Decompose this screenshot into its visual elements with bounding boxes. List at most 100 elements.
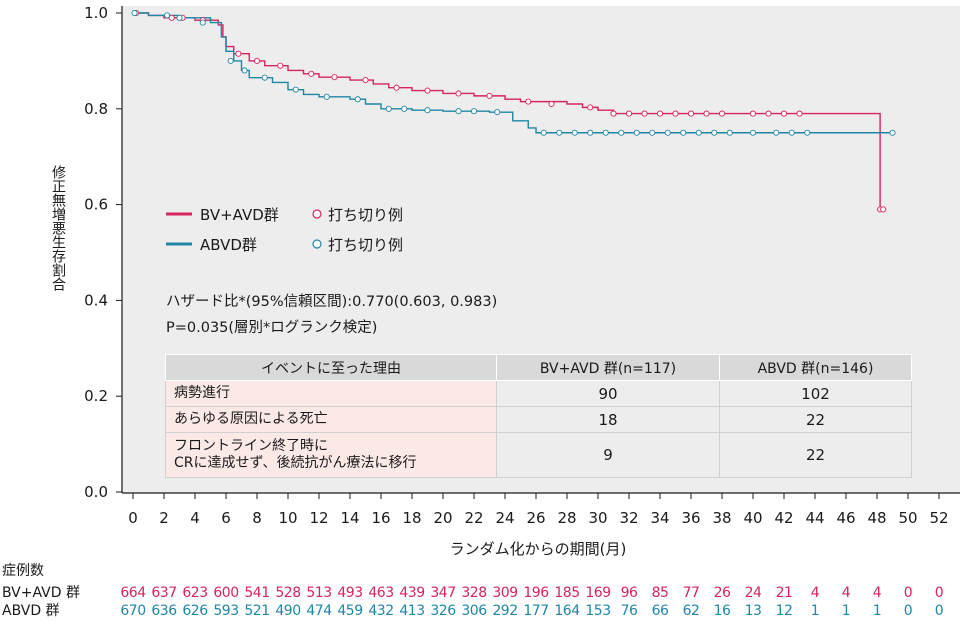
- censor-mark: [261, 74, 268, 81]
- x-tick-label: 44: [805, 509, 824, 527]
- censor-mark: [241, 67, 248, 74]
- series-line-1: [133, 12, 893, 134]
- censor-mark: [672, 110, 679, 117]
- censor-mark: [308, 70, 315, 77]
- censor-mark: [633, 129, 640, 136]
- x-tick-label: 52: [929, 509, 948, 527]
- x-tick-label: 48: [867, 509, 886, 527]
- censor-mark: [455, 90, 462, 97]
- censor-mark: [199, 19, 206, 26]
- x-tick-label: 50: [898, 509, 917, 527]
- x-tick-label: 30: [588, 509, 607, 527]
- header-abvd: ABVD 群(n=146): [719, 354, 912, 381]
- censor-mark: [749, 110, 757, 117]
- censor-mark: [804, 129, 811, 136]
- x-tick-label: 14: [340, 509, 359, 527]
- censor-mark: [540, 129, 547, 136]
- abvd-count: 102: [719, 380, 912, 407]
- censor-mark: [235, 50, 242, 57]
- censor-mark: [424, 87, 431, 94]
- legend-censor-icon: [312, 239, 322, 249]
- censor-mark: [780, 110, 788, 117]
- censor-mark: [548, 100, 555, 108]
- legend-censor-label: 打ち切り例: [328, 236, 403, 254]
- table-row: 病勢進行 90 102: [165, 380, 912, 407]
- x-tick-label: 34: [650, 509, 669, 527]
- axes: 0.00.20.40.60.81.00 2 4 6 8 10 12 14 16 18 20 22 24 2…: [84, 4, 960, 527]
- censor-mark: [889, 129, 896, 136]
- censor-mark: [656, 110, 664, 117]
- x-tick-label: 0: [128, 509, 138, 527]
- bv-count: 9: [496, 432, 720, 478]
- censor-mark: [253, 57, 261, 64]
- censor-mark: [726, 129, 733, 136]
- censor-mark: [602, 129, 609, 136]
- censor-mark: [571, 129, 578, 136]
- censor-mark: [424, 107, 431, 114]
- censor-mark: [331, 74, 338, 81]
- censor-mark: [486, 92, 493, 99]
- censor-mark: [525, 98, 532, 105]
- censor-mark: [362, 77, 369, 84]
- censor-mark: [131, 9, 138, 17]
- censor-marks: [131, 9, 896, 213]
- censor-mark: [765, 110, 772, 117]
- number-at-risk-label: ABVD 群: [2, 603, 60, 619]
- x-tick-label: 22: [464, 509, 483, 527]
- header-reason: イベントに至った理由: [165, 354, 497, 381]
- censor-mark: [773, 129, 780, 136]
- x-tick-label: 42: [774, 509, 793, 527]
- x-tick-label: 46: [836, 509, 855, 527]
- censor-mark: [164, 12, 171, 19]
- reason-text: あらゆる原因による死亡: [174, 411, 328, 427]
- x-tick-label: 28: [557, 509, 576, 527]
- bv-count: 18: [496, 406, 720, 433]
- censor-mark: [618, 129, 625, 136]
- censor-mark: [401, 105, 408, 112]
- x-tick-label: 10: [278, 509, 297, 527]
- x-axis-label: ランダム化からの期間(月): [450, 540, 627, 558]
- p-value-text: P=0.035(層別*ログランク検定): [166, 320, 378, 336]
- legend-series-label: ABVD群: [200, 236, 257, 254]
- x-tick-label: 38: [712, 509, 731, 527]
- reason-cell: あらゆる原因による死亡: [165, 406, 497, 433]
- x-tick-label: 16: [371, 509, 390, 527]
- censor-mark: [649, 129, 656, 136]
- x-tick-label: 8: [252, 509, 262, 527]
- hazard-ratio-text: ハザード比*(95%信頼区間):0.770(0.603, 0.983): [166, 294, 498, 310]
- legend-censor-icon: [312, 209, 322, 219]
- y-tick-label: 0.4: [84, 291, 108, 309]
- censor-mark: [227, 57, 234, 64]
- censor-mark: [711, 129, 718, 136]
- x-tick-label: 4: [190, 509, 200, 527]
- reason-cell: フロントライン終了時に CRに達成せず、後続抗がん療法に移行: [165, 432, 497, 478]
- censor-mark: [749, 129, 757, 136]
- legend-series-label: BV+AVD群: [200, 206, 279, 224]
- x-tick-label: 26: [526, 509, 545, 527]
- censor-mark: [703, 110, 710, 117]
- reason-text: 病勢進行: [174, 385, 230, 401]
- censor-mark: [687, 110, 695, 117]
- number-at-risk-title: 症例数: [2, 563, 44, 579]
- censor-mark: [587, 104, 594, 111]
- reason-cell: 病勢進行: [165, 380, 497, 407]
- censor-mark: [587, 129, 594, 136]
- censor-mark: [695, 129, 702, 136]
- censor-mark: [556, 129, 563, 136]
- y-tick-label: 1.0: [84, 4, 108, 22]
- y-tick-label: 0.8: [84, 100, 108, 118]
- censor-mark: [385, 105, 392, 112]
- abvd-count: 22: [719, 432, 912, 478]
- y-tick-label: 0.6: [84, 196, 108, 214]
- x-tick-label: 32: [619, 509, 638, 527]
- table-row: あらゆる原因による死亡 18 22: [165, 406, 912, 433]
- censor-mark: [788, 129, 795, 136]
- reason-text-line1: フロントライン終了時に: [174, 438, 328, 454]
- survival-curves: [133, 12, 893, 211]
- reason-text-line2: CRに達成せず、後続抗がん療法に移行: [174, 455, 417, 471]
- censor-mark: [880, 206, 887, 213]
- x-tick-label: 20: [433, 509, 452, 527]
- censor-mark: [168, 14, 175, 21]
